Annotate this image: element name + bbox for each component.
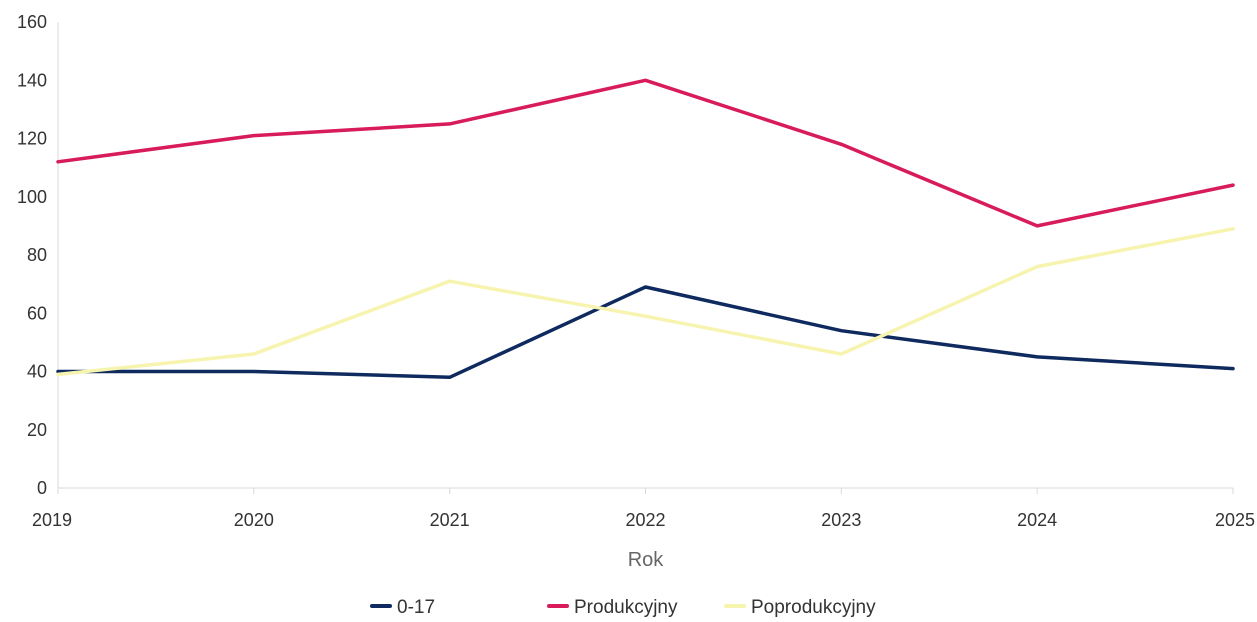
y-tick-label: 0 xyxy=(37,478,47,498)
x-tick-label: 2022 xyxy=(625,510,665,530)
legend: 0-17 Produkcyjny Poprodukcyjny xyxy=(370,597,876,618)
x-tick-label: 2021 xyxy=(430,510,470,530)
x-tick-label: 2023 xyxy=(821,510,861,530)
legend-label: Produkcyjny xyxy=(574,597,678,618)
y-tick-label: 80 xyxy=(27,245,47,265)
y-tick-label: 100 xyxy=(17,187,47,207)
x-tick-label: 2019 xyxy=(32,510,72,530)
y-tick-label: 140 xyxy=(17,70,47,90)
series-line-2 xyxy=(56,227,1235,377)
series-line-0 xyxy=(56,285,1235,380)
legend-label: Poprodukcyjny xyxy=(751,597,876,618)
x-tick-label: 2025 xyxy=(1215,510,1255,530)
series-line-1 xyxy=(56,78,1235,228)
x-axis-title: Rok xyxy=(628,549,665,571)
y-axis: 0 20 40 60 80 100 120 140 160 xyxy=(17,12,59,498)
x-tick-label: 2020 xyxy=(234,510,274,530)
y-tick-label: 160 xyxy=(17,12,47,32)
y-tick-label: 60 xyxy=(27,303,47,323)
y-tick-label: 20 xyxy=(27,420,47,440)
y-tick-label: 40 xyxy=(27,362,47,382)
x-tick-label: 2024 xyxy=(1017,510,1057,530)
series-lines xyxy=(56,78,1235,380)
x-axis: 2019 2020 2021 2022 2023 2024 2025 xyxy=(32,487,1255,530)
y-tick-label: 120 xyxy=(17,129,47,149)
legend-label: 0-17 xyxy=(397,597,435,618)
